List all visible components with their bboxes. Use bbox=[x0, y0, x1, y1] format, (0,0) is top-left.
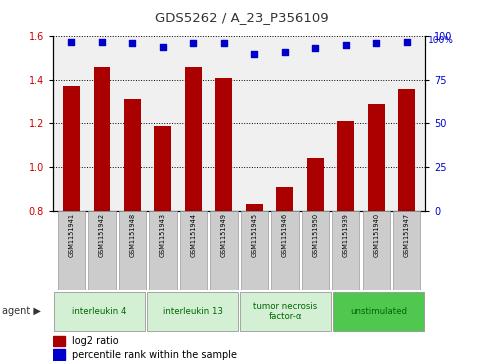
FancyBboxPatch shape bbox=[210, 211, 238, 290]
Point bbox=[220, 40, 227, 46]
Bar bbox=[338, 121, 354, 211]
Bar bbox=[185, 67, 202, 211]
Text: agent ▶: agent ▶ bbox=[2, 306, 41, 316]
FancyBboxPatch shape bbox=[363, 211, 390, 290]
Point bbox=[68, 38, 75, 44]
Text: GSM1151939: GSM1151939 bbox=[343, 213, 349, 257]
Bar bbox=[124, 99, 141, 211]
Point bbox=[189, 40, 197, 46]
Text: GSM1151943: GSM1151943 bbox=[160, 213, 166, 257]
FancyBboxPatch shape bbox=[393, 211, 421, 290]
Point bbox=[159, 44, 167, 50]
Text: GSM1151941: GSM1151941 bbox=[69, 213, 74, 257]
Text: GSM1151940: GSM1151940 bbox=[373, 213, 379, 257]
Bar bbox=[53, 350, 65, 360]
FancyBboxPatch shape bbox=[241, 211, 268, 290]
FancyBboxPatch shape bbox=[301, 211, 329, 290]
Text: GSM1151950: GSM1151950 bbox=[313, 213, 318, 257]
Text: GDS5262 / A_23_P356109: GDS5262 / A_23_P356109 bbox=[155, 11, 328, 24]
Text: interleukin 13: interleukin 13 bbox=[163, 307, 223, 316]
Point bbox=[128, 40, 136, 46]
Text: interleukin 4: interleukin 4 bbox=[72, 307, 127, 316]
Text: 100%: 100% bbox=[427, 36, 454, 45]
FancyBboxPatch shape bbox=[147, 291, 238, 331]
Bar bbox=[215, 78, 232, 211]
Text: GSM1151945: GSM1151945 bbox=[251, 213, 257, 257]
FancyBboxPatch shape bbox=[88, 211, 115, 290]
Point bbox=[342, 42, 350, 48]
Point bbox=[403, 38, 411, 44]
Text: tumor necrosis
factor-α: tumor necrosis factor-α bbox=[254, 302, 318, 321]
Text: GSM1151948: GSM1151948 bbox=[129, 213, 135, 257]
Bar bbox=[155, 126, 171, 211]
Bar bbox=[94, 67, 110, 211]
FancyBboxPatch shape bbox=[271, 211, 298, 290]
Point bbox=[251, 51, 258, 57]
Bar bbox=[53, 336, 65, 346]
Point bbox=[98, 38, 106, 44]
Text: GSM1151949: GSM1151949 bbox=[221, 213, 227, 257]
Point bbox=[312, 46, 319, 52]
FancyBboxPatch shape bbox=[119, 211, 146, 290]
Text: unstimulated: unstimulated bbox=[350, 307, 407, 316]
FancyBboxPatch shape bbox=[57, 211, 85, 290]
Bar bbox=[398, 89, 415, 211]
Bar bbox=[63, 86, 80, 211]
FancyBboxPatch shape bbox=[149, 211, 177, 290]
Point bbox=[372, 40, 380, 46]
FancyBboxPatch shape bbox=[333, 291, 424, 331]
Text: GSM1151946: GSM1151946 bbox=[282, 213, 288, 257]
Text: percentile rank within the sample: percentile rank within the sample bbox=[72, 350, 237, 360]
Bar bbox=[368, 104, 384, 211]
FancyBboxPatch shape bbox=[180, 211, 207, 290]
FancyBboxPatch shape bbox=[241, 291, 331, 331]
Point bbox=[281, 49, 289, 55]
Bar bbox=[246, 204, 263, 211]
Bar bbox=[307, 158, 324, 211]
Text: GSM1151942: GSM1151942 bbox=[99, 213, 105, 257]
FancyBboxPatch shape bbox=[332, 211, 359, 290]
Text: GSM1151944: GSM1151944 bbox=[190, 213, 197, 257]
FancyBboxPatch shape bbox=[55, 291, 145, 331]
Text: log2 ratio: log2 ratio bbox=[72, 336, 118, 346]
Bar bbox=[276, 187, 293, 211]
Text: GSM1151947: GSM1151947 bbox=[404, 213, 410, 257]
